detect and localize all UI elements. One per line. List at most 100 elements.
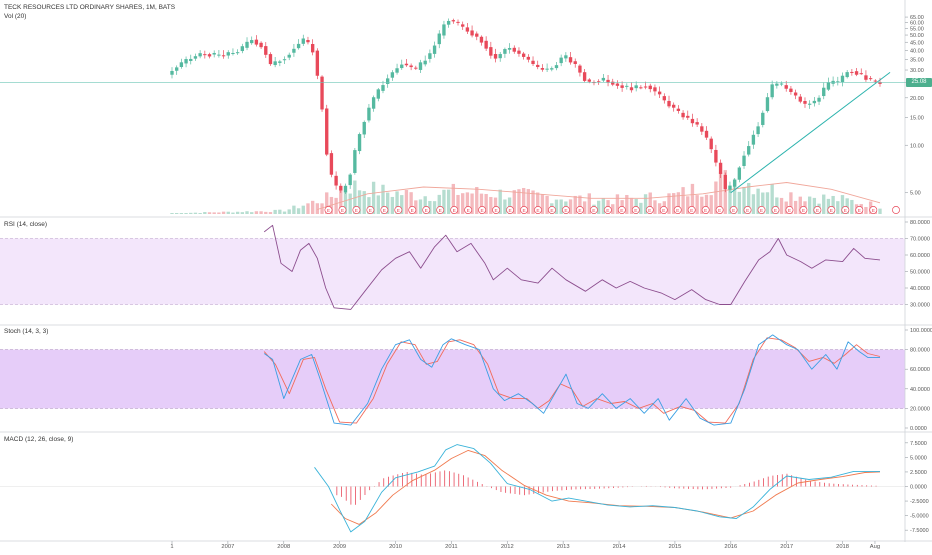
candle-body	[292, 48, 296, 53]
earnings-marker-glyph: E	[844, 208, 847, 214]
volume-bar	[667, 193, 671, 214]
candle-body	[179, 62, 184, 67]
volume-bar	[428, 200, 432, 214]
stoch-axis-label: 100.0000	[910, 328, 932, 334]
macd-axis-label: -7.5000	[910, 528, 929, 534]
earnings-marker-glyph: E	[830, 208, 833, 214]
volume-bar	[676, 192, 681, 214]
volume-bar	[831, 195, 835, 214]
volume-bar	[315, 203, 320, 214]
price-overlays	[0, 71, 905, 194]
volume-bar	[245, 211, 249, 214]
earnings-marker-glyph: E	[592, 208, 595, 214]
volume-bar	[653, 200, 657, 214]
candle-body	[451, 20, 456, 22]
earnings-marker	[589, 206, 598, 214]
volume-bar	[526, 189, 531, 214]
candle-body	[259, 42, 263, 48]
earnings-marker	[855, 206, 864, 214]
volume-bar	[596, 200, 601, 214]
volume-bar	[250, 212, 254, 214]
candle-body	[531, 60, 535, 65]
volume-bar	[718, 172, 723, 214]
macd-axis-label: 7.5000	[910, 441, 927, 447]
earnings-marker-glyph: E	[564, 208, 567, 214]
candle-body	[329, 153, 334, 175]
macd-axis-label: -2.5000	[910, 499, 929, 505]
candle-body	[803, 100, 807, 104]
time-axis-label: 2009	[333, 544, 346, 550]
earnings-marker	[631, 206, 640, 214]
time-axis-label: 2017	[780, 544, 793, 550]
volume-bar	[268, 212, 273, 214]
candle-body	[189, 58, 193, 62]
volume-bar	[306, 203, 310, 214]
candle-body	[343, 185, 348, 193]
earnings-marker	[841, 206, 850, 214]
volume-bar	[793, 200, 798, 214]
volume-label: Vol (20)	[4, 13, 27, 20]
candle-body	[175, 67, 179, 71]
earnings-marker-glyph: E	[802, 208, 805, 214]
volume-bar	[554, 199, 559, 214]
volume-bar	[732, 178, 737, 214]
indicator-lines	[263, 224, 881, 533]
candle-body	[817, 97, 821, 102]
candle-body	[296, 43, 301, 49]
volume-bar	[507, 197, 512, 214]
volume-bar	[498, 189, 502, 214]
candle-body	[836, 81, 840, 83]
candle-body	[840, 75, 845, 83]
volume-bar	[390, 196, 395, 214]
candle-body	[681, 112, 685, 118]
candle-body	[273, 61, 277, 66]
candle-body	[268, 54, 273, 65]
volume-bar	[231, 212, 235, 214]
earnings-marker	[729, 206, 738, 214]
earnings-marker	[478, 206, 487, 214]
earnings-marker-glyph: E	[453, 208, 456, 214]
volume-bar	[587, 193, 591, 214]
earnings-marker	[436, 206, 445, 214]
volume-bar	[643, 194, 648, 214]
volume-bar	[775, 197, 779, 214]
earnings-marker	[743, 206, 752, 214]
volume-bar	[376, 195, 380, 214]
volume-bar	[686, 196, 690, 214]
candle-body	[428, 53, 432, 59]
earnings-marker-glyph: E	[648, 208, 651, 214]
earnings-marker-glyph: E	[355, 208, 358, 214]
stoch-k-line	[263, 334, 880, 426]
candle-body	[306, 40, 310, 43]
candle-body	[184, 59, 188, 64]
earnings-marker-glyph: E	[578, 208, 581, 214]
macd-axis-label: 5.0000	[910, 455, 927, 461]
candle-body	[868, 78, 873, 80]
volume-bar	[461, 193, 465, 214]
earnings-marker	[785, 206, 794, 214]
volume-bar	[822, 194, 826, 214]
candle-body	[625, 85, 629, 87]
candle-body	[770, 84, 774, 98]
candle-body	[648, 85, 652, 90]
volume-bar	[381, 184, 385, 214]
candle-body	[550, 68, 554, 70]
time-axis-label: 2014	[613, 544, 627, 550]
volume-bar	[704, 194, 709, 214]
volume-bar	[615, 194, 620, 214]
earnings-marker-glyph: E	[634, 208, 637, 214]
earnings-marker	[422, 206, 431, 214]
volume-bar	[259, 211, 263, 214]
last-price-marker: 25.08	[906, 77, 932, 87]
price-axis-label: 50.00	[910, 33, 924, 39]
candle-body	[479, 36, 484, 43]
volume-bar	[545, 195, 549, 214]
price-axis-label: 45.00	[910, 40, 924, 46]
volume-bar	[690, 183, 695, 214]
volume-bar	[414, 200, 418, 214]
macd-axis-label: -5.0000	[910, 514, 929, 520]
earnings-marker-glyph: E	[467, 208, 470, 214]
candle-body	[700, 126, 704, 132]
volume-bar	[826, 198, 831, 214]
volume-bar	[310, 200, 315, 214]
